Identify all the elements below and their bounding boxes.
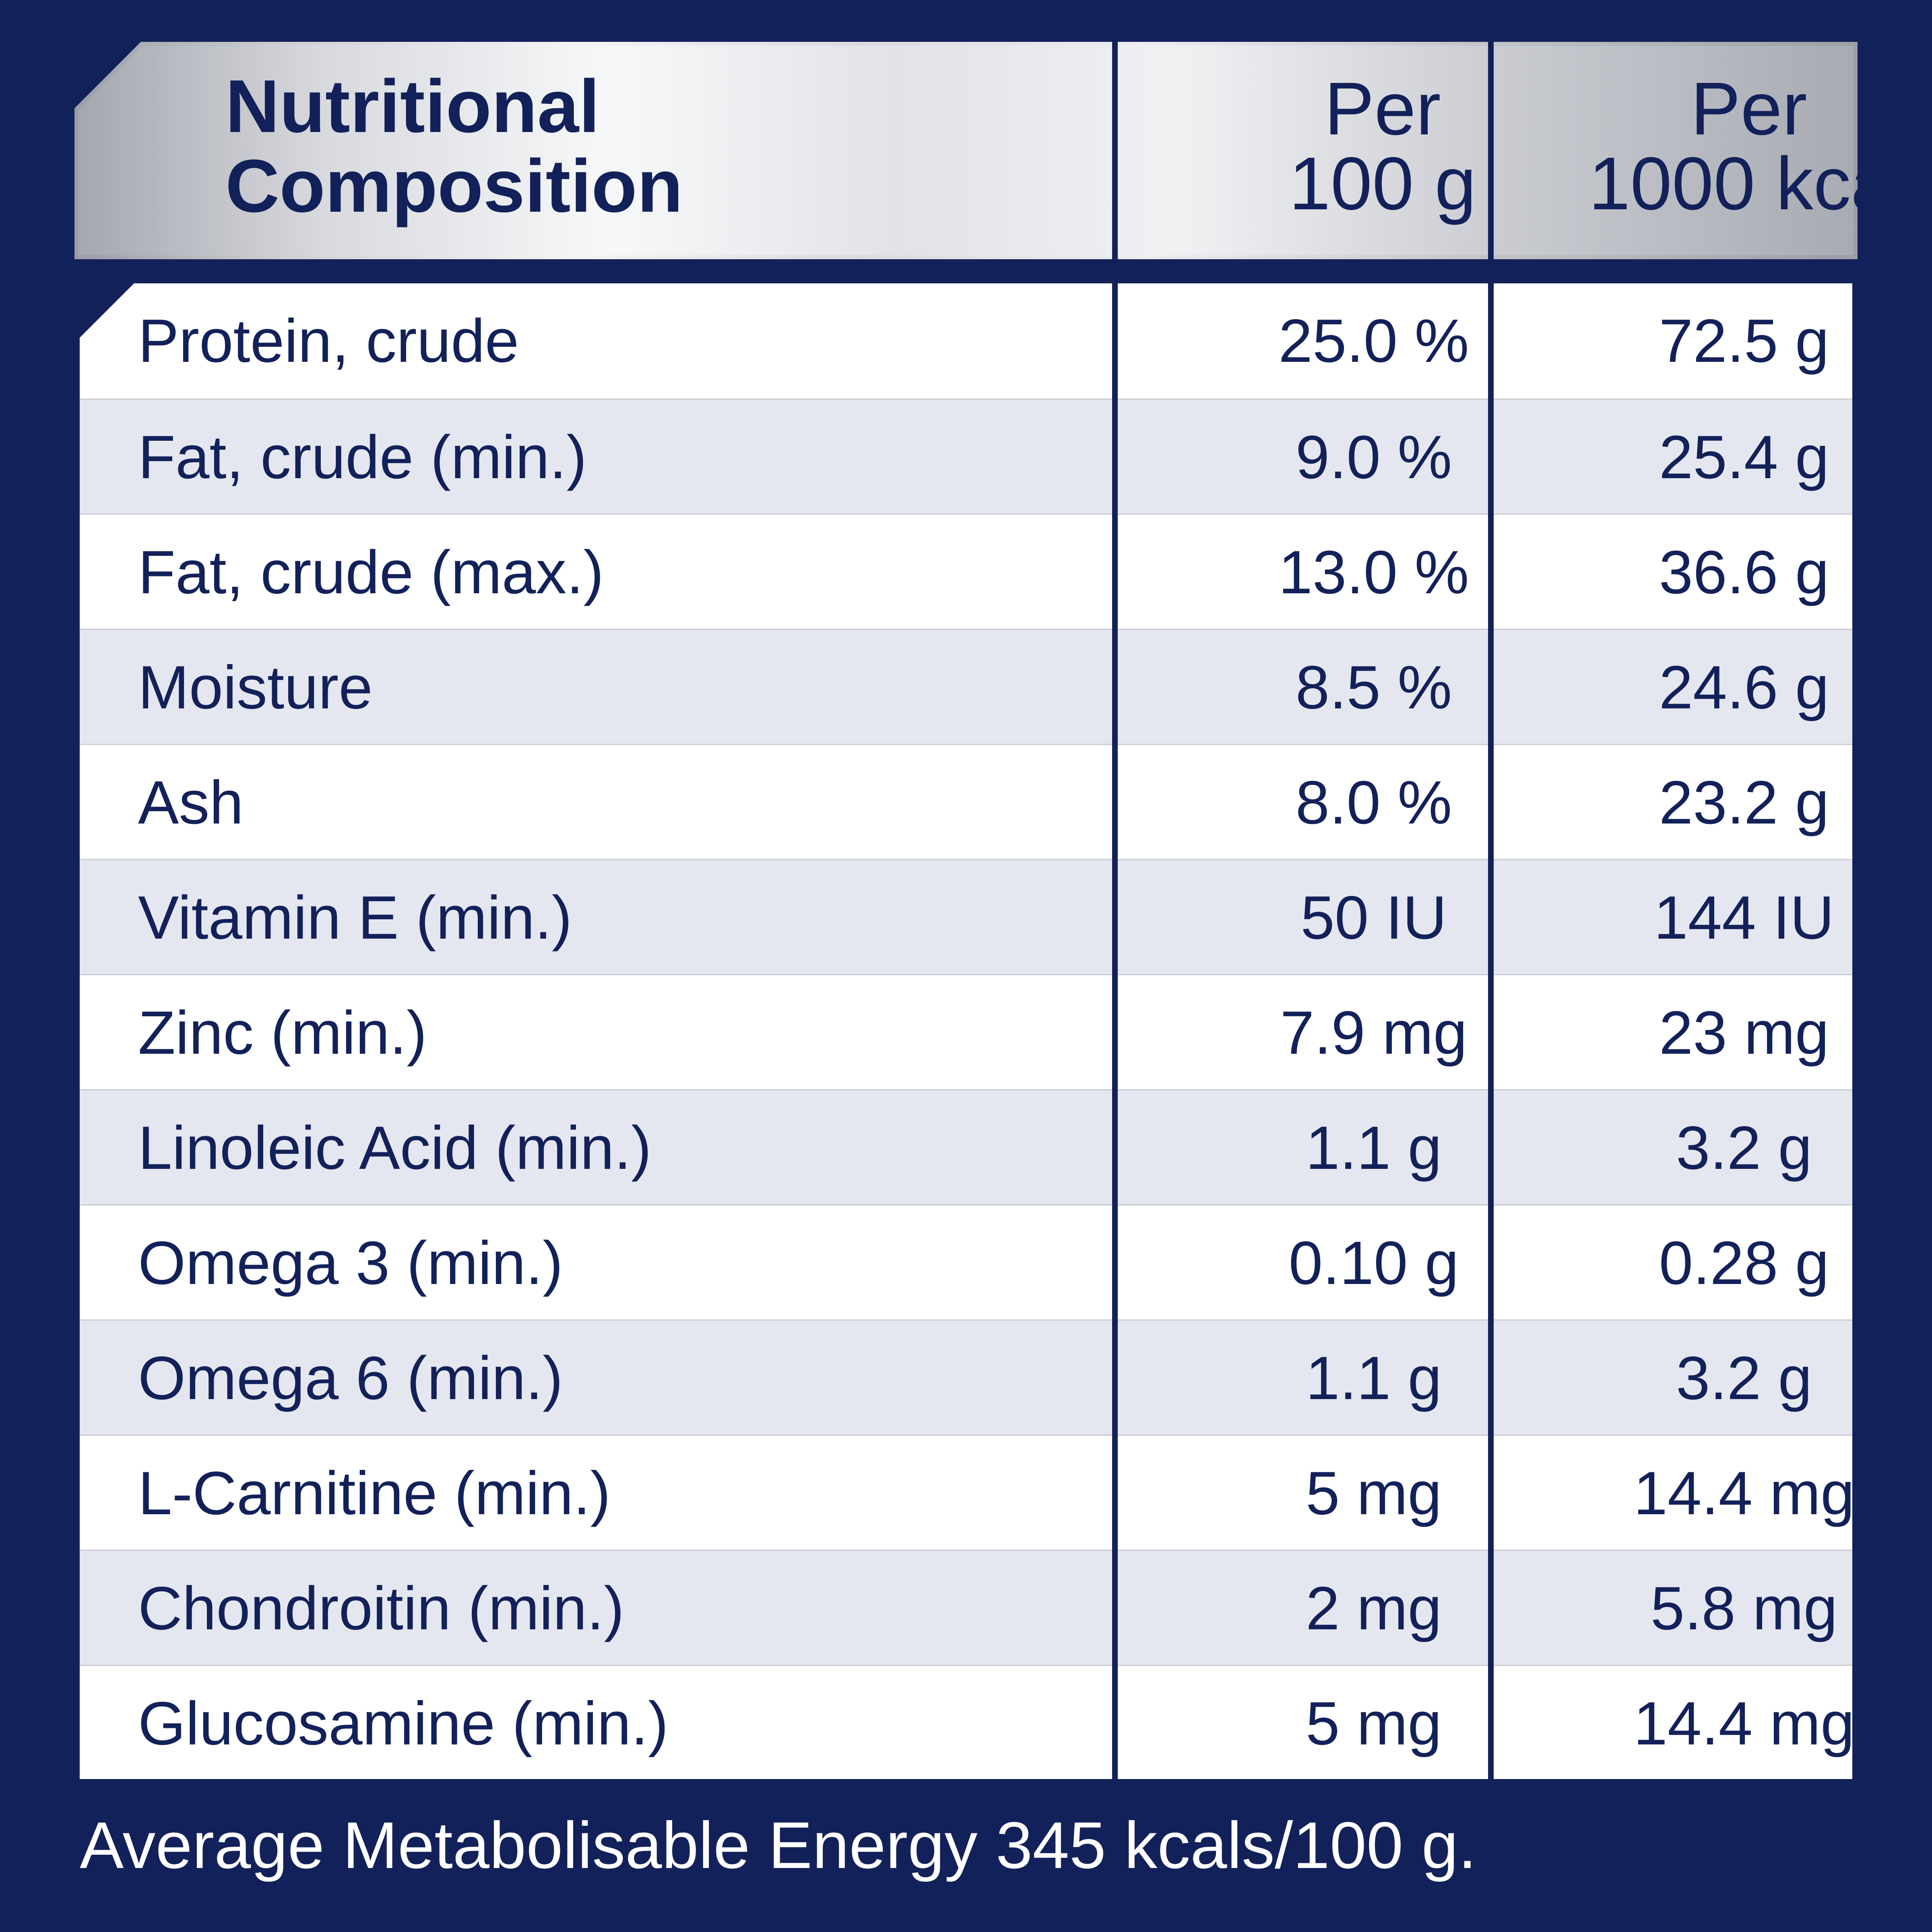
value-per-1000kcal: 24.6 g [1659,653,1829,722]
value-per-100g: 8.5 % [1295,653,1452,722]
value-per-100g: 1.1 g [1305,1344,1442,1412]
energy-footnote: Average Metabolisable Energy 345 kcals/1… [80,1808,1477,1882]
table-row: Glucosamine (min.) 5 mg 14.4 mg [80,1665,1852,1779]
header-nutritional-composition: Nutritional Composition [225,42,1151,251]
value-per-100g: 25.0 % [1278,306,1469,375]
value-per-100g: 5 mg [1306,1689,1442,1758]
nutrient-name: Protein, crude [138,306,519,375]
nutrient-name: Glucosamine (min.) [138,1689,669,1758]
nutrient-name: L-Carnitine (min.) [138,1459,611,1527]
value-per-100g: 13.0 % [1278,538,1469,607]
nutrient-name: Moisture [138,653,373,722]
table-row: Moisture 8.5 % 24.6 g [80,629,1852,744]
header-label-line1: Nutritional [225,65,600,148]
header-col1-line1: Per [1324,67,1441,151]
nutrition-table-body: Protein, crude 25.0 % 72.5 g Fat, crude (mi… [80,283,1852,1779]
value-per-1000kcal: 144 IU [1654,883,1834,952]
table-row: Chondroitin (min.) 2 mg 5.8 mg [80,1550,1852,1665]
nutrient-name: Ash [138,768,244,837]
header-col1-line2: 100 g [1289,142,1476,225]
nutrient-name: Omega 6 (min.) [138,1344,563,1412]
table-row: L-Carnitine (min.) 5 mg 14.4 mg [80,1435,1852,1550]
nutrient-name: Omega 3 (min.) [138,1228,563,1297]
value-per-100g: 8.0 % [1295,768,1452,837]
value-per-1000kcal: 5.8 mg [1650,1574,1838,1643]
value-per-1000kcal: 3.2 g [1676,1113,1812,1182]
value-per-100g: 7.9 mg [1280,998,1468,1067]
value-per-100g: 1.1 g [1305,1113,1442,1182]
header-col2-line1: Per [1690,67,1807,151]
table-row: Vitamin E (min.) 50 IU 144 IU [80,859,1852,974]
nutrient-name: Chondroitin (min.) [138,1574,624,1643]
value-per-1000kcal: 0.28 g [1659,1228,1829,1297]
value-per-1000kcal: 25.4 g [1659,423,1829,491]
header-label-line2: Composition [225,144,683,228]
table-row: Ash 8.0 % 23.2 g [80,744,1852,859]
nutrient-name: Vitamin E (min.) [138,883,572,952]
table-header: Nutritional Composition Per 100 g Per 10… [74,42,1858,259]
header-column-divider [1488,42,1494,259]
value-per-100g: 50 IU [1300,883,1447,952]
value-per-1000kcal: 14.4 mg [1633,1689,1855,1758]
column-divider [1112,283,1118,1779]
value-per-100g: 2 mg [1306,1574,1442,1643]
table-row: Linoleic Acid (min.) 1.1 g 3.2 g [80,1089,1852,1204]
value-per-1000kcal: 23.2 g [1659,768,1829,837]
nutrient-name: Fat, crude (max.) [138,538,604,607]
value-per-100g: 9.0 % [1295,423,1452,491]
table-header-fill [78,46,1854,255]
header-col2-line2: 1000 kcal [1588,142,1909,225]
header-per-1000kcal: Per 1000 kcal [1568,42,1909,251]
table-row: Zinc (min.) 7.9 mg 23 mg [80,974,1852,1089]
header-column-divider [1112,42,1118,259]
value-per-1000kcal: 36.6 g [1659,538,1829,607]
value-per-1000kcal: 72.5 g [1659,306,1829,375]
value-per-100g: 5 mg [1306,1459,1442,1527]
table-row: Protein, crude 25.0 % 72.5 g [80,283,1852,398]
nutrient-name: Fat, crude (min.) [138,423,587,491]
value-per-1000kcal: 14.4 mg [1633,1459,1855,1527]
value-per-1000kcal: 23 mg [1659,998,1829,1067]
value-per-100g: 0.10 g [1288,1228,1459,1297]
table-row: Omega 6 (min.) 1.1 g 3.2 g [80,1319,1852,1435]
nutrient-name: Zinc (min.) [138,998,427,1067]
nutrient-name: Linoleic Acid (min.) [138,1113,652,1182]
value-per-1000kcal: 3.2 g [1676,1344,1812,1412]
column-divider [1488,283,1494,1779]
table-row: Fat, crude (max.) 13.0 % 36.6 g [80,514,1852,629]
table-row: Omega 3 (min.) 0.10 g 0.28 g [80,1204,1852,1319]
header-per-100g: Per 100 g [1191,42,1574,251]
table-row: Fat, crude (min.) 9.0 % 25.4 g [80,398,1852,514]
